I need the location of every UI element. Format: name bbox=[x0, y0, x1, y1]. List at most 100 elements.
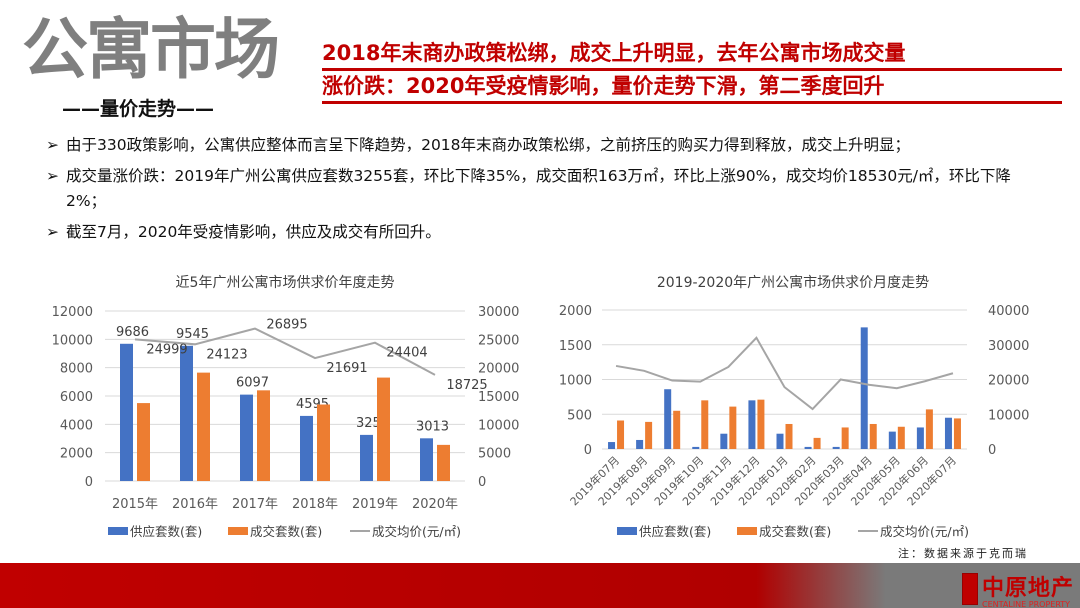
bar-supply bbox=[636, 439, 644, 449]
y-tick-label: 4000 bbox=[60, 418, 93, 433]
price-line bbox=[615, 336, 954, 411]
bar-deal bbox=[197, 372, 210, 481]
y2-tick-label: 10000 bbox=[988, 408, 1029, 423]
headline-line-1: 2018年末商办政策松绑，成交上升明显，去年公寓市场成交量 bbox=[322, 38, 1062, 71]
bar-supply bbox=[748, 400, 756, 449]
bar-deal bbox=[925, 409, 933, 449]
y2-tick-label: 10000 bbox=[478, 418, 519, 433]
y-tick-label: 1000 bbox=[559, 374, 592, 389]
bar-supply bbox=[300, 415, 313, 481]
logo-text-cn: 中原地产 bbox=[982, 576, 1075, 601]
bar-supply bbox=[420, 438, 433, 481]
bar-deal bbox=[673, 410, 681, 449]
bar-supply bbox=[916, 427, 924, 449]
logo-seal-icon bbox=[962, 573, 978, 605]
bar-supply bbox=[360, 434, 373, 481]
section-subtitle: ——量价走势—— bbox=[62, 98, 215, 120]
legend-swatch bbox=[737, 527, 757, 535]
x-tick-label: 2019年 bbox=[352, 497, 398, 512]
legend-label: 成交均价(元/㎡) bbox=[880, 524, 969, 539]
y-tick-label: 10000 bbox=[52, 333, 93, 348]
headline-line-2: 涨价跌：2020年受疫情影响，量价走势下滑，第二季度回升 bbox=[322, 71, 1062, 104]
data-label: 24404 bbox=[386, 346, 427, 361]
legend-swatch bbox=[617, 527, 637, 535]
x-tick-label: 2018年 bbox=[292, 497, 338, 512]
bullet-text: 由于330政策影响，公寓供应整体而言呈下降趋势，2018年末商办政策松绑，之前挤… bbox=[66, 136, 911, 154]
y-tick-label: 2000 bbox=[559, 304, 592, 319]
company-logo: 中原地产 CENTALINE PROPERTY bbox=[960, 570, 1074, 608]
data-label: 24999 bbox=[146, 342, 187, 357]
y2-tick-label: 20000 bbox=[988, 374, 1029, 389]
data-label: 24123 bbox=[206, 347, 247, 362]
bar-deal bbox=[813, 437, 821, 449]
y2-tick-label: 25000 bbox=[478, 333, 519, 348]
bullet-list: ➢ 由于330政策影响，公寓供应整体而言呈下降趋势，2018年末商办政策松绑，之前… bbox=[46, 133, 1046, 251]
y2-tick-label: 0 bbox=[988, 443, 996, 458]
bar-supply bbox=[776, 433, 784, 449]
bar-supply bbox=[944, 417, 952, 449]
legend-label: 成交套数(套) bbox=[759, 524, 831, 539]
legend-swatch bbox=[108, 527, 128, 535]
bar-deal bbox=[645, 421, 653, 449]
bar-supply bbox=[804, 446, 812, 449]
bar-supply bbox=[180, 345, 193, 481]
data-label: 21691 bbox=[326, 361, 367, 376]
legend-label: 成交套数(套) bbox=[250, 524, 322, 539]
bar-supply bbox=[720, 433, 728, 449]
page-title: 公寓市场 bbox=[22, 11, 280, 88]
bullet-text: 成交量涨价跌：2019年广州公寓供应套数3255套，环比下降35%，成交面积16… bbox=[66, 167, 1011, 210]
data-label: 3013 bbox=[416, 419, 449, 434]
arrow-bullet-icon: ➢ bbox=[46, 223, 59, 241]
y2-tick-label: 30000 bbox=[988, 339, 1029, 354]
data-label: 18725 bbox=[446, 378, 487, 393]
bar-supply bbox=[888, 431, 896, 449]
bar-supply bbox=[664, 389, 672, 449]
bar-deal bbox=[617, 420, 625, 449]
chart-title: 近5年广州公寓市场供求价年度走势 bbox=[176, 274, 395, 291]
x-tick-label: 2017年 bbox=[232, 497, 278, 512]
bar-deal bbox=[785, 423, 793, 449]
y-tick-label: 500 bbox=[567, 408, 592, 423]
y-tick-label: 0 bbox=[584, 443, 592, 458]
bar-supply bbox=[832, 446, 840, 449]
bar-deal bbox=[841, 427, 849, 449]
legend-label: 成交均价(元/㎡) bbox=[372, 524, 461, 539]
source-note: 注：数据来源于克而瑞 bbox=[898, 547, 1028, 560]
bar-supply bbox=[240, 394, 253, 481]
bar-supply bbox=[860, 327, 868, 449]
bar-deal bbox=[953, 418, 961, 449]
data-label: 9545 bbox=[176, 327, 209, 342]
bar-supply bbox=[692, 446, 700, 449]
y2-tick-label: 0 bbox=[478, 475, 486, 490]
bar-deal bbox=[897, 426, 905, 449]
y-tick-label: 6000 bbox=[60, 390, 93, 405]
arrow-bullet-icon: ➢ bbox=[46, 167, 59, 185]
bar-deal bbox=[757, 399, 765, 449]
arrow-bullet-icon: ➢ bbox=[46, 136, 59, 154]
bullet-item: ➢ 由于330政策影响，公寓供应整体而言呈下降趋势，2018年末商办政策松绑，之前… bbox=[46, 133, 1046, 158]
bullet-text: 截至7月，2020年受疫情影响，供应及成交有所回升。 bbox=[66, 223, 441, 241]
price-line bbox=[134, 327, 436, 376]
bar-deal bbox=[437, 444, 450, 481]
data-label: 6097 bbox=[236, 376, 269, 391]
y-tick-label: 2000 bbox=[60, 447, 93, 462]
bar-deal bbox=[701, 400, 709, 449]
y-tick-label: 8000 bbox=[60, 362, 93, 377]
y2-tick-label: 30000 bbox=[478, 305, 519, 320]
bar-deal bbox=[869, 423, 877, 449]
y-tick-label: 12000 bbox=[52, 305, 93, 320]
bar-deal bbox=[137, 403, 150, 481]
x-tick-label: 2015年 bbox=[112, 497, 158, 512]
bar-deal bbox=[257, 390, 270, 481]
bar-supply bbox=[120, 343, 133, 481]
x-tick-label: 2016年 bbox=[172, 497, 218, 512]
bullet-item: ➢ 成交量涨价跌：2019年广州公寓供应套数3255套，环比下降35%，成交面积1… bbox=[46, 164, 1046, 214]
y2-tick-label: 15000 bbox=[478, 390, 519, 405]
bar-supply bbox=[608, 442, 616, 449]
bar-deal bbox=[317, 404, 330, 481]
legend-label: 供应套数(套) bbox=[639, 524, 711, 539]
bar-deal bbox=[729, 406, 737, 449]
bullet-item: ➢ 截至7月，2020年受疫情影响，供应及成交有所回升。 bbox=[46, 220, 1046, 245]
